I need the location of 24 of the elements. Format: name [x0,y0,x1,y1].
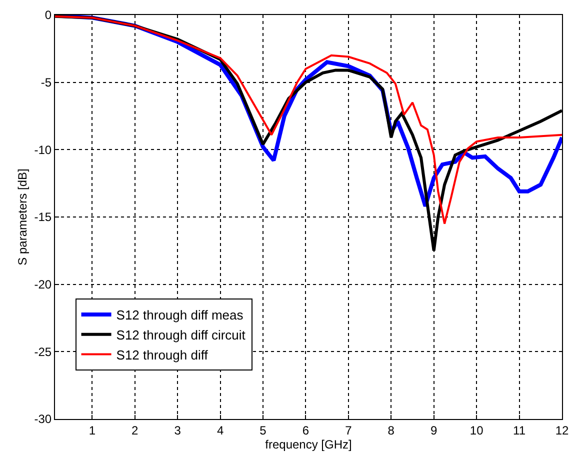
y-tick-label: -15 [34,210,52,224]
x-tick-label: 6 [302,423,310,438]
x-tick-label: 12 [555,423,569,438]
x-tick-label: 8 [388,423,395,438]
x-tick-label: 10 [470,423,484,438]
x-tick-label: 7 [345,423,352,438]
x-tick-label: 11 [513,423,526,438]
y-tick-label: -25 [34,344,52,359]
x-axis-title: frequency [GHz] [265,437,352,452]
x-tick-label: 3 [174,423,182,438]
x-tick-label: 4 [216,423,224,438]
x-tick-label: 9 [430,423,438,438]
y-axis-title: S parameters [dB] [16,168,30,266]
y-tick-label: -20 [34,278,52,292]
x-tick-label: 2 [132,423,139,438]
legend-label: S12 through diff meas [116,308,244,323]
y-tick-label: -30 [34,412,52,426]
legend-label: S12 through diff circuit [116,327,246,342]
x-tick-label: 5 [260,423,267,438]
legend-label: S12 through diff [116,347,208,362]
x-tick-label: 1 [88,423,96,438]
y-tick-label: 0 [44,8,52,22]
y-tick-label: -10 [34,142,52,157]
y-tick-label: -5 [40,76,52,90]
